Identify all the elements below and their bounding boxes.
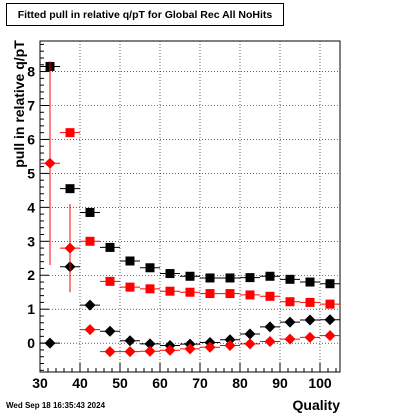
diamond-data-point [144,338,156,350]
square-data-point [65,128,75,138]
diamond-data-point [104,325,116,337]
square-data-point [305,277,315,287]
square-data-point [145,284,155,294]
square-data-point [225,289,235,299]
square-data-point [165,286,175,296]
diamond-data-point [264,335,276,347]
y-tick-label: 7 [27,98,35,114]
x-tick-label: 50 [112,375,128,391]
square-data-point [325,299,335,309]
timestamp: Wed Sep 18 16:35:43 2024 [6,401,106,410]
diamond-data-point [144,345,156,357]
diamond-data-point [184,343,196,355]
square-data-point [125,256,135,266]
square-data-point [225,273,235,283]
diamond-data-point [84,299,96,311]
y-axis-label: pull in relative q/pT [11,40,27,168]
square-data-point [145,263,155,273]
square-data-point [265,291,275,301]
y-tick-label: 3 [27,233,35,249]
square-data-point [265,271,275,281]
diamond-data-point [84,324,96,336]
diamond-data-point [284,316,296,328]
square-data-point [125,282,135,292]
x-tick-label: 90 [272,375,288,391]
diamond-data-point [224,340,236,352]
y-tick-label: 0 [27,335,35,351]
square-data-point [65,184,75,194]
square-data-point [285,274,295,284]
y-tick-label: 1 [27,301,35,317]
diamond-data-point [304,314,316,326]
square-data-point [85,207,95,217]
x-tick-label: 30 [32,375,48,391]
square-data-point [205,273,215,283]
y-tick-label: 2 [27,267,35,283]
diamond-data-point [164,344,176,356]
diamond-data-point [264,321,276,333]
square-data-point [185,287,195,297]
diamond-data-point [64,242,76,254]
diamond-data-point [224,334,236,346]
square-data-point [205,289,215,299]
y-tick-label: 6 [27,131,35,147]
diamond-data-point [44,157,56,169]
square-data-point [85,236,95,246]
y-tick-label: 5 [27,165,35,181]
square-data-point [105,276,115,286]
diamond-data-point [324,314,336,326]
square-data-point [245,290,255,300]
diamond-data-point [284,333,296,345]
square-data-point [325,279,335,289]
diamond-data-point [244,338,256,350]
square-data-point [105,242,115,252]
x-tick-label: 70 [192,375,208,391]
diamond-data-point [204,341,216,353]
diamond-data-point [124,335,136,347]
y-tick-label: 4 [27,199,35,215]
square-data-point [305,297,315,307]
x-tick-label: 80 [232,375,248,391]
x-axis-label: Quality [292,397,340,413]
x-tick-label: 60 [152,375,168,391]
diamond-data-point [324,330,336,342]
x-tick-label: 40 [72,375,88,391]
diamond-data-point [244,328,256,340]
chart-title-box: Fitted pull in relative q/pT for Global … [6,3,284,26]
square-data-point [285,297,295,307]
x-tick-label: 100 [308,375,332,391]
y-tick-label: 8 [27,64,35,80]
diamond-data-point [304,331,316,343]
square-data-point [165,269,175,279]
diamond-data-point [44,337,56,349]
square-data-point [245,273,255,283]
chart-title: Fitted pull in relative q/pT for Global … [17,9,273,21]
diamond-data-point [124,346,136,358]
diamond-data-point [104,346,116,358]
square-data-point [185,271,195,281]
